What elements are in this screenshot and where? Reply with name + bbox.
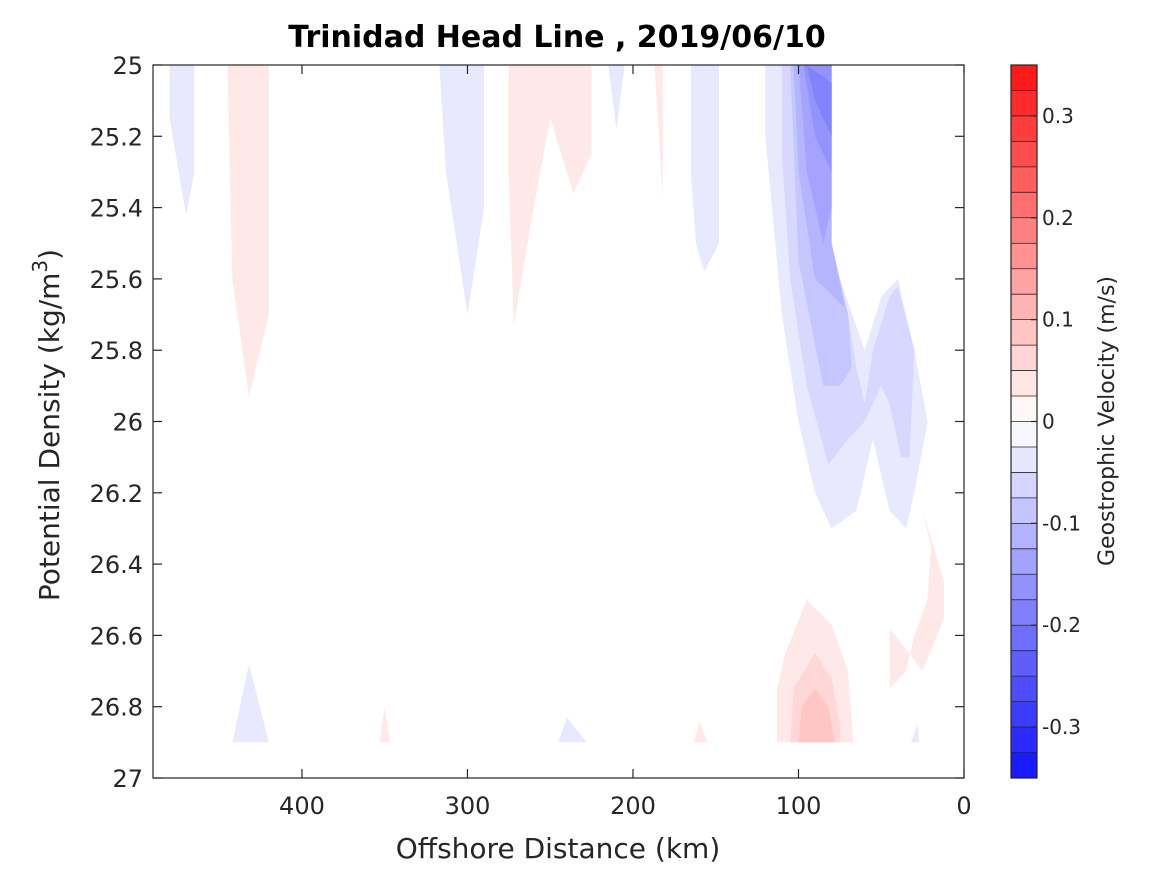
contour-region-positive-5	[654, 65, 663, 197]
contour-region-positive-3	[508, 65, 592, 326]
y-tick-label: 25.6	[90, 266, 143, 294]
colorbar-segment	[1011, 370, 1037, 397]
colorbar-segment	[1011, 727, 1037, 753]
colorbar-segment	[1011, 345, 1037, 371]
plot-area	[169, 65, 945, 743]
contour-region-negative-0	[169, 65, 195, 215]
colorbar-segment	[1011, 548, 1037, 575]
contour-regions	[169, 65, 945, 743]
x-axis-title: Offshore Distance (km)	[396, 832, 721, 865]
colorbar: 0.3 0.2 0.1 0 -0.1 -0.2 -0.3	[1010, 64, 1081, 779]
y-axis-title-sup: 3	[28, 260, 52, 273]
y-tick-label: 26.6	[90, 622, 143, 650]
y-axis: 25 25.2 25.4 25.6 25.8 26 26.2 26.4 26.6 26.8 27	[90, 52, 964, 793]
colorbar-segment	[1011, 752, 1037, 779]
colorbar-tick-label: -0.2	[1042, 613, 1081, 637]
contour-region-negative-2	[439, 65, 484, 315]
colorbar-segment	[1011, 396, 1037, 422]
y-tick-label: 26.8	[90, 694, 143, 722]
contour-region-negative-20	[558, 717, 587, 743]
y-axis-title: Potential Density (kg/m3)	[28, 249, 66, 601]
colorbar-segment	[1011, 65, 1037, 91]
contour-region-positive-21	[694, 721, 708, 743]
colorbar-segment	[1011, 625, 1037, 651]
colorbar-segment	[1011, 472, 1037, 499]
y-tick-label: 25.2	[90, 123, 143, 151]
colorbar-tick-label: -0.1	[1042, 511, 1081, 535]
contour-region-negative-6	[690, 65, 719, 272]
colorbar-segment	[1011, 676, 1037, 702]
contour-region-negative-13	[806, 65, 832, 137]
colorbar-segment	[1011, 574, 1037, 601]
colorbar-tick-label: 0.2	[1042, 206, 1074, 230]
x-tick-label: 300	[445, 792, 491, 820]
x-axis: 400 300 200 100 0	[279, 65, 972, 820]
colorbar-tick-label: 0.1	[1042, 308, 1074, 332]
colorbar-segment	[1011, 599, 1037, 626]
colorbar-segment	[1011, 523, 1037, 550]
x-tick-label: 100	[776, 792, 822, 820]
colorbar-segment	[1011, 294, 1037, 320]
colorbar-segment	[1011, 421, 1037, 448]
x-tick-label: 200	[610, 792, 656, 820]
contour-region-negative-22	[911, 724, 920, 743]
colorbar-segment	[1011, 268, 1037, 295]
y-tick-label: 25	[112, 52, 143, 80]
colorbar-segment	[1011, 497, 1037, 524]
y-tick-label: 26.2	[90, 480, 143, 508]
x-tick-label: 0	[956, 792, 971, 820]
colorbar-segment	[1011, 166, 1037, 193]
colorbar-segment	[1011, 243, 1037, 270]
x-tick-label: 400	[279, 792, 325, 820]
colorbar-segment	[1011, 650, 1037, 677]
colorbar-segment	[1011, 446, 1037, 473]
colorbar-segment	[1011, 319, 1037, 346]
y-tick-label: 25.4	[90, 195, 143, 223]
y-axis-title-end: )	[33, 249, 66, 260]
contour-region-positive-1	[227, 65, 269, 397]
colorbar-tick-label: 0.3	[1042, 104, 1074, 128]
colorbar-segment	[1011, 701, 1037, 728]
contour-region-positive-17	[889, 510, 945, 689]
contour-region-positive-19	[379, 706, 390, 743]
y-tick-label: 26.4	[90, 551, 143, 579]
y-tick-label: 26	[112, 409, 143, 437]
colorbar-segment	[1011, 141, 1037, 168]
y-axis-title-main: Potential Density (kg/m	[33, 273, 66, 602]
colorbar-tick-label: 0	[1042, 410, 1055, 434]
contour-region-positive-16	[798, 688, 835, 743]
chart-title: Trinidad Head Line , 2019/06/10	[288, 20, 825, 55]
colorbar-segment	[1011, 192, 1037, 219]
contour-region-negative-4	[608, 65, 625, 130]
colorbar-segment	[1011, 90, 1037, 117]
contour-region-negative-18	[232, 663, 269, 743]
colorbar-segment	[1011, 217, 1037, 244]
y-tick-label: 27	[112, 765, 143, 793]
colorbar-tick-label: -0.3	[1042, 715, 1081, 739]
y-tick-label: 25.8	[90, 337, 143, 365]
colorbar-segment	[1011, 115, 1037, 142]
colorbar-title: Geostrophic Velocity (m/s)	[1095, 276, 1120, 566]
